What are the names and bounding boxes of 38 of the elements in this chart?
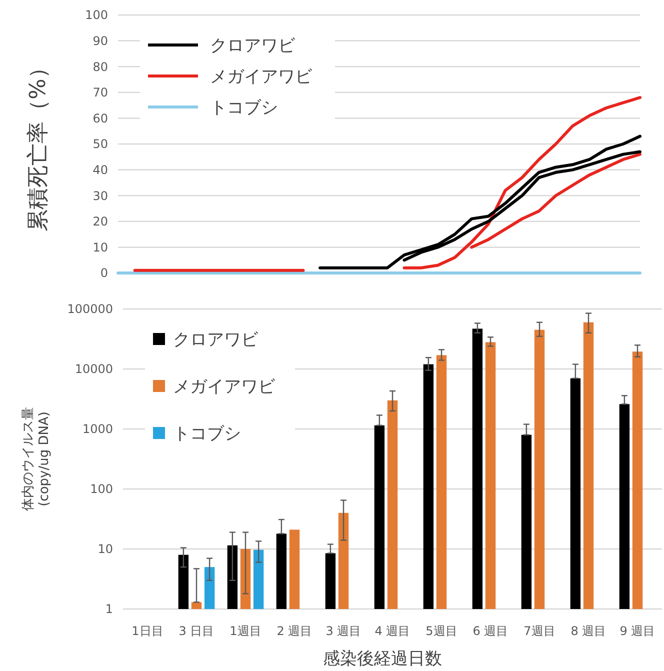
x-tick-label: 2 週目 — [276, 624, 312, 638]
y-tick-label: 100 — [85, 8, 108, 22]
y-tick-label: 90 — [92, 34, 108, 48]
legend-label: メガイアワビ — [173, 376, 276, 397]
legend-label: クロアワビ — [210, 36, 296, 56]
x-tick-label: 5週目 — [426, 624, 458, 638]
y-tick-label: 100 — [90, 482, 113, 496]
line-series — [318, 134, 642, 270]
y-tick-label: 1 — [105, 602, 113, 616]
y-tick-label: 20 — [92, 214, 108, 229]
legend-label: メガイアワビ — [210, 66, 313, 87]
x-tick-label: 1日目 — [132, 624, 164, 638]
y-tick-label: 0 — [100, 266, 108, 280]
y-tick-label: 10000 — [74, 362, 113, 376]
x-tick-label: 7週目 — [524, 624, 556, 638]
x-tick-label: 3 日目 — [178, 624, 214, 638]
x-tick-label: 4 週目 — [374, 624, 410, 638]
y-tick-label: 1000 — [82, 422, 113, 436]
y-axis-title: 累積死亡率（%） — [26, 56, 51, 232]
x-axis-title: 感染後経過日数 — [323, 649, 442, 669]
legend-label: クロアワビ — [173, 330, 259, 350]
y-tick-label: 30 — [92, 188, 108, 203]
x-tick-label: 9 週目 — [620, 624, 656, 638]
x-tick-label: 1週目 — [230, 624, 262, 638]
y-tick-label: 40 — [92, 163, 108, 177]
y-tick-label: 80 — [92, 60, 108, 74]
y-tick-label: 10 — [98, 542, 113, 556]
y-axis-title: 体内のウイルス量 (copy/ug DNA) — [21, 407, 52, 511]
x-tick-label: 6 週目 — [472, 624, 508, 638]
y-tick-label: 100000 — [67, 302, 113, 316]
y-tick-label: 10 — [92, 240, 108, 254]
legend-label: トコブシ — [173, 424, 241, 444]
legend-label: トコブシ — [210, 98, 278, 118]
y-tick-label: 50 — [92, 137, 108, 152]
y-tick-label: 70 — [92, 86, 108, 100]
x-tick-label: 3 週目 — [326, 624, 362, 638]
x-tick-label: 8 週目 — [570, 624, 606, 638]
y-tick-label: 60 — [92, 111, 108, 126]
